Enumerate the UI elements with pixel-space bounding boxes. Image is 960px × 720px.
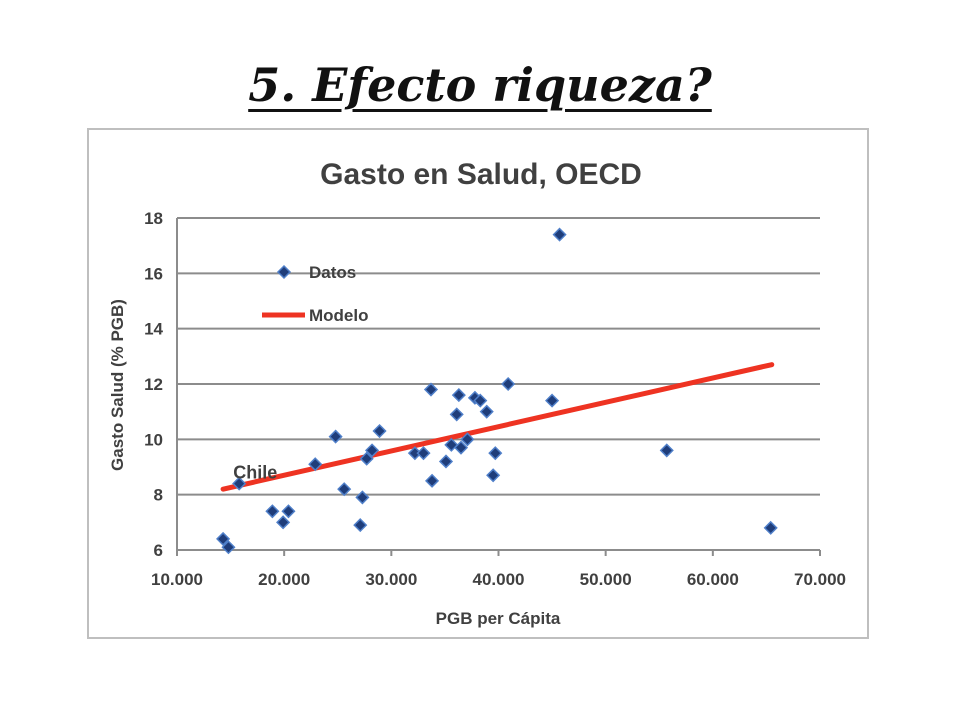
data-point <box>659 443 674 458</box>
data-point <box>453 440 469 455</box>
data-point <box>438 454 454 469</box>
y-tick-label: 14 <box>144 320 163 339</box>
data-point <box>221 540 236 555</box>
x-tick-label: 20.000 <box>258 570 310 589</box>
y-tick-label: 12 <box>144 375 163 394</box>
y-tick-label: 18 <box>144 209 163 228</box>
legend-datos-label: Datos <box>309 263 356 282</box>
x-tick-label: 60.000 <box>687 570 739 589</box>
data-point <box>337 482 352 497</box>
chile-annotation: Chile <box>233 463 277 483</box>
chart-title: Gasto en Salud, OECD <box>320 158 642 191</box>
data-point <box>479 404 494 419</box>
y-axis-label: Gasto Salud (% PGB) <box>108 299 127 471</box>
axes <box>176 218 821 556</box>
data-point <box>416 446 431 461</box>
legend-datos-diamond-icon <box>276 264 292 280</box>
legend-modelo-label: Modelo <box>309 306 369 325</box>
x-tick-label: 40.000 <box>473 570 525 589</box>
x-tick-label: 70.000 <box>794 570 846 589</box>
slide-title: 5. Efecto riqueza? <box>248 58 712 112</box>
y-tick-label: 10 <box>144 430 163 449</box>
data-point <box>423 382 439 397</box>
data-point <box>451 388 466 403</box>
data-point <box>545 393 560 408</box>
data-point <box>232 476 247 491</box>
x-tick-label: 10.000 <box>151 570 203 589</box>
x-tick-label: 50.000 <box>580 570 632 589</box>
data-point <box>364 443 380 458</box>
data-point <box>308 457 323 472</box>
x-tick-label: 30.000 <box>365 570 417 589</box>
data-point <box>281 504 296 519</box>
legend: Datos Modelo <box>262 263 369 325</box>
annotations-layer: Chile <box>233 463 277 483</box>
y-tick-label: 6 <box>154 541 163 560</box>
data-point <box>501 376 516 392</box>
data-point <box>552 227 567 242</box>
scatter-chart: Gasto en Salud, OECD 6 8 10 12 14 16 18 10.000 2… <box>108 158 846 628</box>
data-point <box>353 518 368 533</box>
chart-frame: Gasto en Salud, OECD 6 8 10 12 14 16 18 10.000 2… <box>87 128 869 639</box>
data-point <box>460 432 475 447</box>
data-point <box>216 531 231 546</box>
data-point <box>328 429 343 444</box>
data-point <box>355 490 370 505</box>
data-point <box>449 407 464 422</box>
data-point <box>424 473 440 488</box>
data-point <box>265 504 280 519</box>
data-point <box>488 446 503 461</box>
x-axis-label: PGB per Cápita <box>436 609 561 628</box>
y-tick-label: 16 <box>144 264 163 283</box>
data-point <box>486 468 501 483</box>
data-point <box>444 437 459 452</box>
data-point <box>276 515 291 530</box>
data-points-layer <box>216 227 778 555</box>
data-point <box>359 451 374 466</box>
data-point <box>473 393 488 408</box>
data-point <box>763 520 778 535</box>
y-tick-label: 8 <box>154 486 163 505</box>
tick-labels: 6 8 10 12 14 16 18 10.000 20.000 30.000 40.000 50.0… <box>144 209 846 589</box>
data-point <box>372 423 387 439</box>
